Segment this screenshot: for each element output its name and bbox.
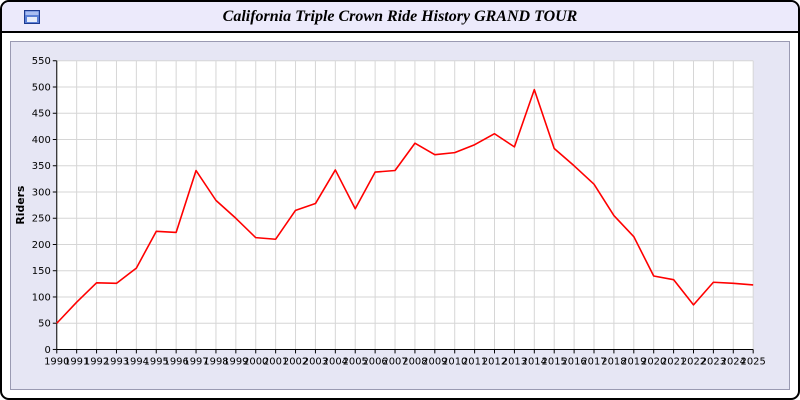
x-tick-label: 2000 [243, 356, 268, 367]
x-tick-label: 2006 [362, 356, 387, 367]
x-tick-label: 2013 [502, 356, 527, 367]
x-tick-label: 2003 [303, 356, 328, 367]
y-tick-label: 550 [32, 56, 51, 67]
x-tick-label: 2009 [422, 356, 447, 367]
y-tick-label: 100 [32, 292, 51, 303]
x-tick-label: 1998 [203, 356, 228, 367]
x-tick-label: 2023 [701, 356, 726, 367]
x-tick-label: 2004 [323, 356, 348, 367]
riders-line-series [56, 88, 754, 324]
x-tick-label: 2002 [283, 356, 308, 367]
x-tick-label: 2017 [581, 356, 606, 367]
x-tick-label: 1997 [183, 356, 208, 367]
x-tick-label: 1993 [104, 356, 129, 367]
y-tick-label: 450 [32, 109, 51, 120]
x-tick-label: 1990 [44, 356, 69, 367]
x-tick-label: 2024 [721, 356, 746, 367]
plot-area [56, 60, 754, 350]
x-tick-label: 2016 [561, 356, 586, 367]
x-tick-label: 1999 [223, 356, 248, 367]
x-tick-label: 2008 [402, 356, 427, 367]
y-tick-label: 0 [44, 345, 50, 356]
chart-panel: 0 50 100 150 200 250 300 350 400 450 500 550 1990 199… [10, 41, 790, 390]
x-tick-label: 1996 [164, 356, 189, 367]
y-tick-label: 50 [38, 319, 51, 330]
titlebar: California Triple Crown Ride History GRA… [2, 2, 798, 33]
chart-svg: 0501001502002503003504004505005501990199… [14, 56, 766, 367]
x-tick-label: 2015 [542, 356, 567, 367]
x-tick-label: 2011 [462, 356, 487, 367]
x-tick-label: 2001 [263, 356, 288, 367]
x-tick-label: 2019 [621, 356, 646, 367]
y-tick-label: 150 [32, 266, 51, 277]
x-tick-label: 1991 [64, 356, 89, 367]
x-tick-label: 2025 [741, 356, 766, 367]
y-tick-label: 400 [32, 135, 51, 146]
x-tick-label: 2022 [681, 356, 706, 367]
x-tick-label: 1994 [124, 356, 149, 367]
x-tick-label: 2018 [601, 356, 626, 367]
app-window-icon [24, 9, 40, 24]
x-tick-label: 2007 [382, 356, 407, 367]
x-tick-label: 2020 [641, 356, 666, 367]
window-title: California Triple Crown Ride History GRA… [222, 7, 578, 25]
y-tick-label: 200 [32, 240, 51, 251]
x-tick-label: 2021 [661, 356, 686, 367]
x-tick-label: 1992 [84, 356, 109, 367]
y-axis-label: Riders [14, 186, 27, 225]
y-tick-label: 300 [32, 187, 51, 198]
x-tick-label: 2014 [522, 356, 547, 367]
x-tick-label: 1995 [144, 356, 169, 367]
y-tick-label: 500 [32, 83, 51, 94]
x-tick-label: 2010 [442, 356, 467, 367]
x-tick-label: 2012 [482, 356, 507, 367]
y-tick-label: 250 [32, 214, 51, 225]
x-tick-label: 2005 [343, 356, 368, 367]
y-tick-label: 350 [32, 161, 51, 172]
